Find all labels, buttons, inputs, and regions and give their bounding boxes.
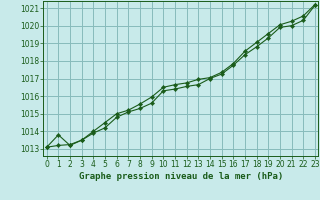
X-axis label: Graphe pression niveau de la mer (hPa): Graphe pression niveau de la mer (hPa) (79, 172, 283, 181)
